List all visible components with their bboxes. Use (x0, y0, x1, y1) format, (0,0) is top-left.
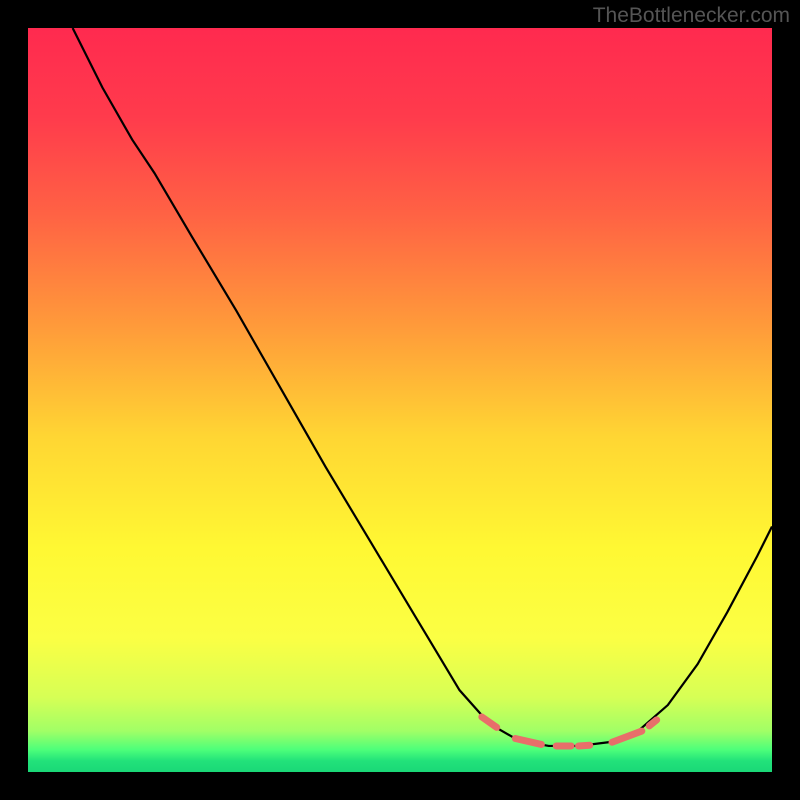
watermark-text: TheBottlenecker.com (593, 4, 790, 28)
chart-container (28, 28, 772, 772)
marker-segments (482, 717, 657, 746)
marker-segment (579, 745, 590, 746)
marker-segment (515, 739, 541, 745)
marker-segment (649, 720, 656, 726)
bottleneck-curve (73, 28, 772, 746)
curve-layer (28, 28, 772, 772)
marker-segment (482, 717, 497, 727)
marker-segment (612, 731, 642, 742)
